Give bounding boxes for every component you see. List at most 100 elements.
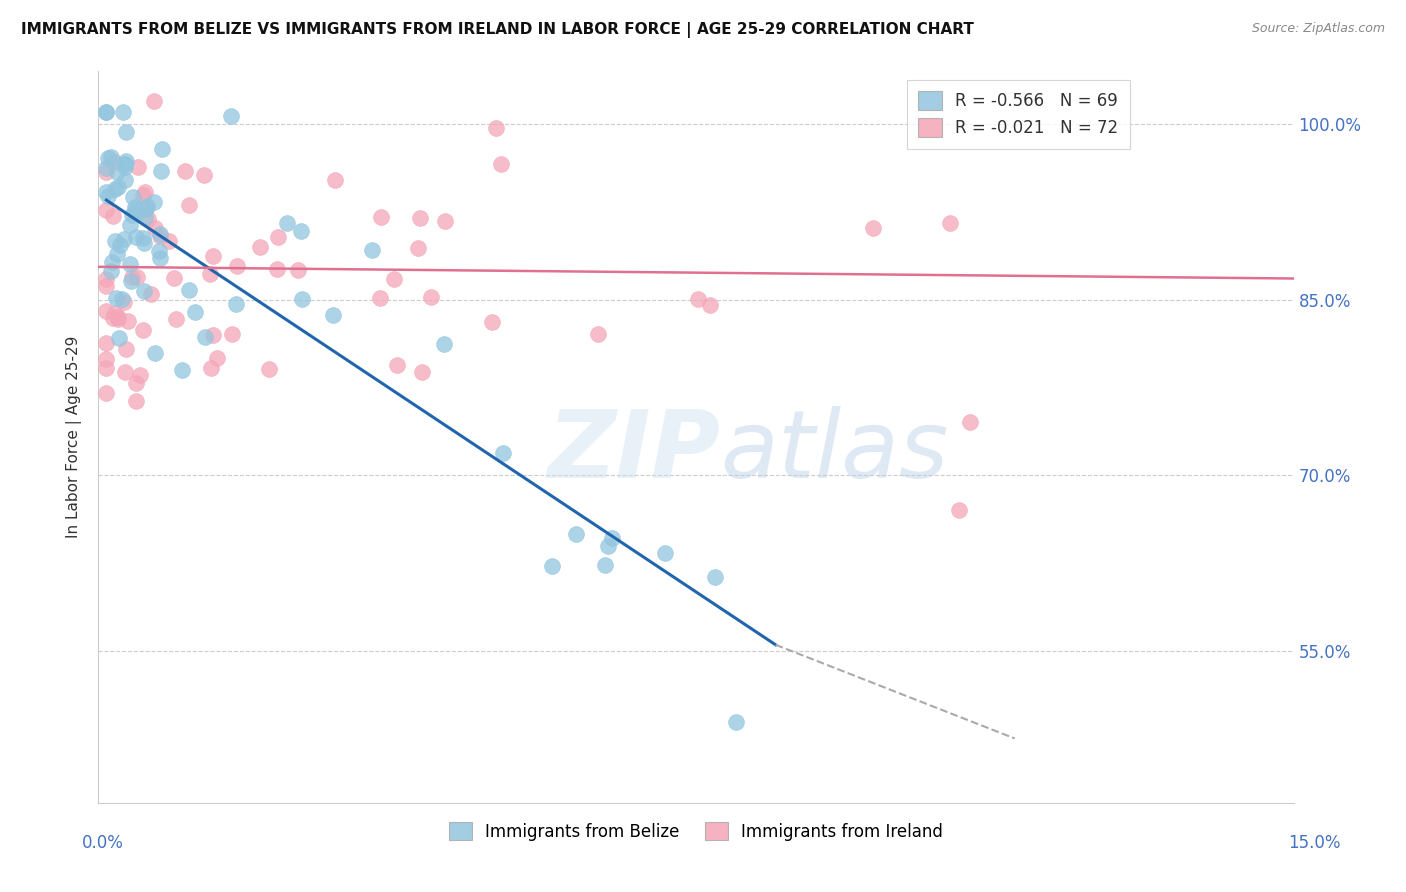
Point: [101, 310, 124, 325]
Point: [96, 352, 118, 367]
Point: [586, 326, 609, 341]
Point: [135, 202, 157, 216]
Point: [96, 304, 118, 318]
Point: [149, 164, 172, 178]
Point: [107, 180, 129, 194]
Point: [148, 244, 170, 258]
Point: [122, 189, 145, 203]
Point: [598, 539, 620, 553]
Point: [107, 331, 129, 345]
Point: [135, 201, 157, 215]
Point: [654, 546, 676, 560]
Point: [96, 336, 118, 351]
Point: [688, 292, 710, 306]
Point: [406, 241, 429, 255]
Point: [120, 274, 142, 288]
Point: [939, 216, 962, 230]
Point: [291, 293, 314, 307]
Point: [96, 186, 118, 200]
Point: [114, 365, 136, 379]
Point: [249, 240, 271, 254]
Point: [108, 238, 131, 252]
Point: [96, 278, 118, 293]
Point: [267, 229, 290, 244]
Point: [101, 254, 124, 268]
Point: [183, 304, 205, 318]
Point: [114, 160, 136, 174]
Point: [129, 368, 152, 383]
Point: [103, 155, 125, 169]
Point: [112, 232, 135, 246]
Point: [145, 346, 167, 360]
Point: [202, 327, 225, 342]
Point: [107, 312, 129, 326]
Point: [361, 244, 384, 258]
Point: [139, 287, 162, 301]
Point: [125, 393, 148, 408]
Point: [132, 323, 155, 337]
Point: [100, 263, 122, 277]
Point: [117, 313, 139, 327]
Point: [704, 570, 727, 584]
Point: [219, 109, 242, 123]
Point: [132, 187, 155, 202]
Point: [132, 235, 155, 250]
Point: [163, 271, 186, 285]
Point: [276, 215, 298, 229]
Point: [198, 267, 221, 281]
Point: [103, 182, 125, 196]
Point: [118, 218, 141, 232]
Point: [96, 105, 118, 120]
Point: [143, 94, 166, 108]
Point: [485, 120, 508, 135]
Point: [138, 211, 160, 226]
Text: 0.0%: 0.0%: [82, 834, 124, 852]
Point: [221, 326, 243, 341]
Point: [103, 209, 125, 223]
Point: [134, 185, 156, 199]
Point: [290, 224, 312, 238]
Point: [322, 308, 344, 322]
Point: [97, 189, 120, 203]
Point: [125, 230, 148, 244]
Text: 15.0%: 15.0%: [1288, 834, 1341, 852]
Point: [481, 315, 503, 329]
Point: [287, 262, 309, 277]
Point: [114, 157, 136, 171]
Point: [257, 362, 280, 376]
Point: [193, 168, 215, 182]
Point: [433, 337, 456, 351]
Point: [132, 284, 155, 298]
Point: [135, 199, 157, 213]
Point: [114, 173, 136, 187]
Point: [165, 311, 187, 326]
Point: [225, 297, 247, 311]
Point: [411, 365, 433, 379]
Point: [202, 249, 225, 263]
Point: [409, 211, 432, 225]
Point: [127, 160, 149, 174]
Point: [173, 164, 195, 178]
Point: [125, 376, 148, 390]
Point: [96, 361, 118, 376]
Point: [419, 290, 441, 304]
Point: [127, 270, 149, 285]
Point: [114, 157, 136, 171]
Point: [104, 234, 127, 248]
Point: [226, 259, 249, 273]
Point: [96, 164, 118, 178]
Point: [177, 198, 200, 212]
Point: [266, 262, 288, 277]
Y-axis label: In Labor Force | Age 25-29: In Labor Force | Age 25-29: [66, 336, 83, 538]
Point: [492, 446, 515, 460]
Point: [96, 161, 118, 175]
Point: [194, 329, 217, 343]
Point: [602, 531, 624, 545]
Point: [565, 526, 588, 541]
Point: [96, 105, 118, 120]
Point: [152, 142, 174, 156]
Point: [107, 310, 129, 325]
Text: atlas: atlas: [720, 406, 948, 497]
Point: [125, 205, 148, 219]
Point: [115, 124, 138, 138]
